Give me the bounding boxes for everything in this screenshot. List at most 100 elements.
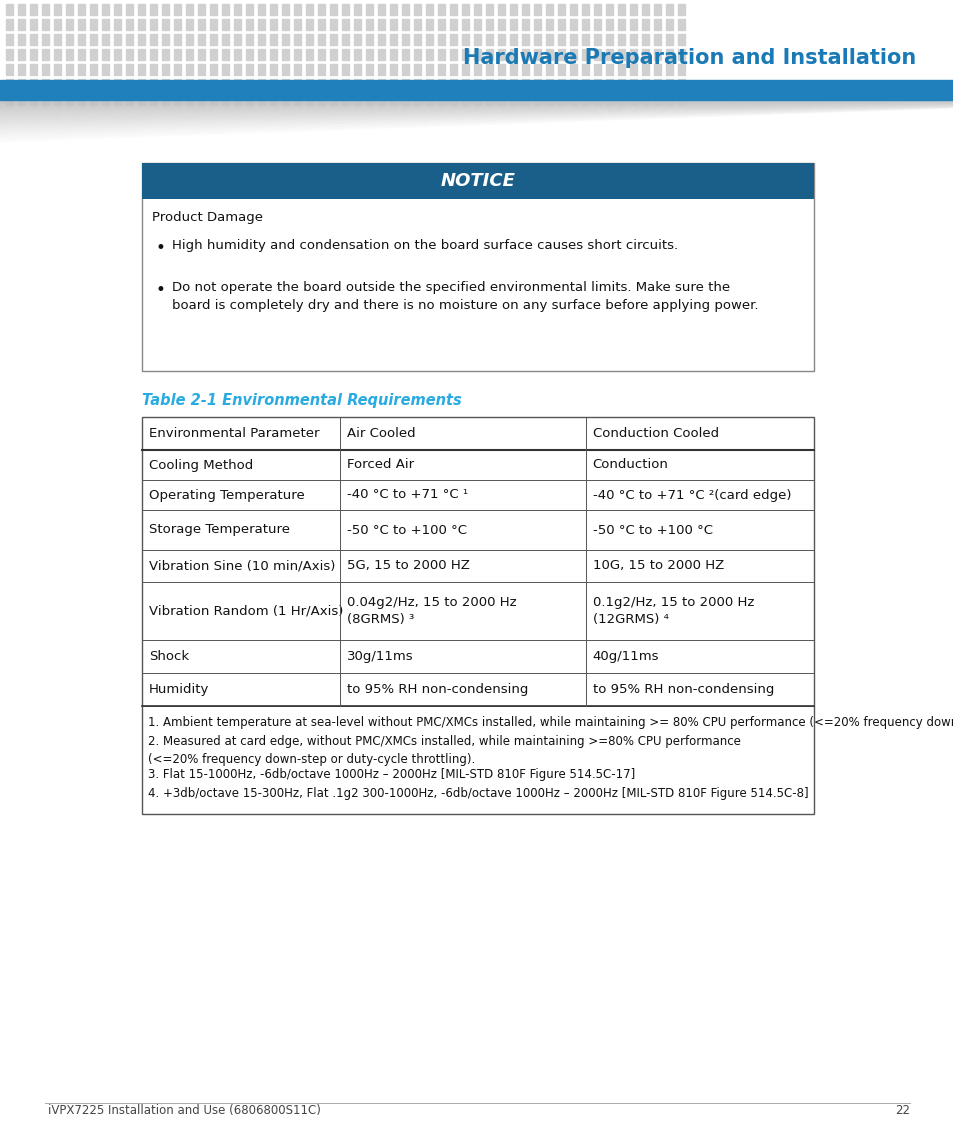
Text: •: • (156, 281, 166, 299)
Bar (437, 79, 444, 90)
Bar (450, 94, 456, 105)
Text: Environmental Parameter: Environmental Parameter (149, 427, 319, 440)
Bar (461, 49, 469, 60)
Bar (414, 94, 420, 105)
Bar (282, 3, 289, 15)
Bar (390, 64, 396, 76)
Bar (198, 49, 205, 60)
Bar (401, 34, 409, 45)
Bar (90, 34, 97, 45)
Text: 4. +3db/octave 15-300Hz, Flat .1g2 300-1000Hz, -6db/octave 1000Hz – 2000Hz [MIL-: 4. +3db/octave 15-300Hz, Flat .1g2 300-1… (148, 787, 808, 800)
Bar (126, 3, 132, 15)
Bar (581, 19, 588, 30)
Bar (558, 79, 564, 90)
Bar (150, 34, 157, 45)
Bar (113, 64, 121, 76)
Bar (558, 64, 564, 76)
Bar (330, 94, 336, 105)
Bar (42, 79, 49, 90)
Bar (366, 49, 373, 60)
Text: -40 °C to +71 °C ¹: -40 °C to +71 °C ¹ (347, 489, 468, 502)
Bar (222, 64, 229, 76)
Bar (581, 64, 588, 76)
Bar (581, 3, 588, 15)
Bar (282, 64, 289, 76)
Bar (401, 94, 409, 105)
Bar (233, 64, 241, 76)
Bar (306, 64, 313, 76)
Bar (78, 34, 85, 45)
Bar (282, 49, 289, 60)
Bar (654, 49, 660, 60)
Bar (474, 3, 480, 15)
Polygon shape (0, 103, 953, 120)
Text: Do not operate the board outside the specified environmental limits. Make sure t: Do not operate the board outside the spe… (172, 281, 758, 311)
Bar (30, 19, 37, 30)
Bar (474, 19, 480, 30)
Bar (450, 79, 456, 90)
Bar (294, 49, 301, 60)
Polygon shape (0, 104, 953, 124)
Bar (66, 79, 73, 90)
Bar (306, 19, 313, 30)
Bar (618, 3, 624, 15)
Polygon shape (0, 101, 953, 102)
Bar (113, 94, 121, 105)
Bar (401, 3, 409, 15)
Bar (461, 64, 469, 76)
Text: 10G, 15 to 2000 HZ: 10G, 15 to 2000 HZ (592, 560, 723, 572)
Polygon shape (0, 105, 953, 129)
Bar (629, 49, 637, 60)
Bar (569, 19, 577, 30)
Bar (270, 49, 276, 60)
Text: Conduction Cooled: Conduction Cooled (592, 427, 718, 440)
Text: -50 °C to +100 °C: -50 °C to +100 °C (592, 523, 712, 537)
Bar (173, 79, 181, 90)
Bar (282, 94, 289, 105)
Bar (510, 3, 517, 15)
Bar (102, 3, 109, 15)
Bar (521, 3, 529, 15)
Bar (282, 79, 289, 90)
Bar (354, 3, 360, 15)
Bar (173, 34, 181, 45)
Bar (30, 64, 37, 76)
Bar (401, 79, 409, 90)
Bar (18, 49, 25, 60)
Bar (54, 34, 61, 45)
Bar (317, 3, 325, 15)
Bar (377, 49, 385, 60)
Bar (678, 79, 684, 90)
Bar (605, 49, 613, 60)
Bar (222, 49, 229, 60)
Bar (629, 64, 637, 76)
Bar (0, 80, 953, 100)
Polygon shape (0, 101, 953, 106)
Bar (521, 19, 529, 30)
Bar (222, 34, 229, 45)
Bar (678, 19, 684, 30)
Bar (641, 3, 648, 15)
Bar (66, 64, 73, 76)
Bar (665, 64, 672, 76)
Bar (341, 19, 349, 30)
Bar (18, 19, 25, 30)
Bar (42, 49, 49, 60)
Bar (594, 3, 600, 15)
Text: 30g/11ms: 30g/11ms (347, 650, 414, 663)
Bar (341, 34, 349, 45)
Polygon shape (0, 101, 953, 104)
Bar (102, 64, 109, 76)
Bar (330, 34, 336, 45)
Bar (54, 64, 61, 76)
Polygon shape (0, 105, 953, 128)
Bar (534, 64, 540, 76)
Text: 1. Ambient temperature at sea-level without PMC/XMCs installed, while maintainin: 1. Ambient temperature at sea-level with… (148, 716, 953, 729)
Bar (641, 19, 648, 30)
Bar (162, 3, 169, 15)
Bar (142, 163, 813, 371)
Bar (138, 79, 145, 90)
Bar (569, 34, 577, 45)
Text: 3. Flat 15-1000Hz, -6db/octave 1000Hz – 2000Hz [MIL-STD 810F Figure 514.5C-17]: 3. Flat 15-1000Hz, -6db/octave 1000Hz – … (148, 768, 635, 781)
Text: Hardware Preparation and Installation: Hardware Preparation and Installation (462, 48, 915, 68)
